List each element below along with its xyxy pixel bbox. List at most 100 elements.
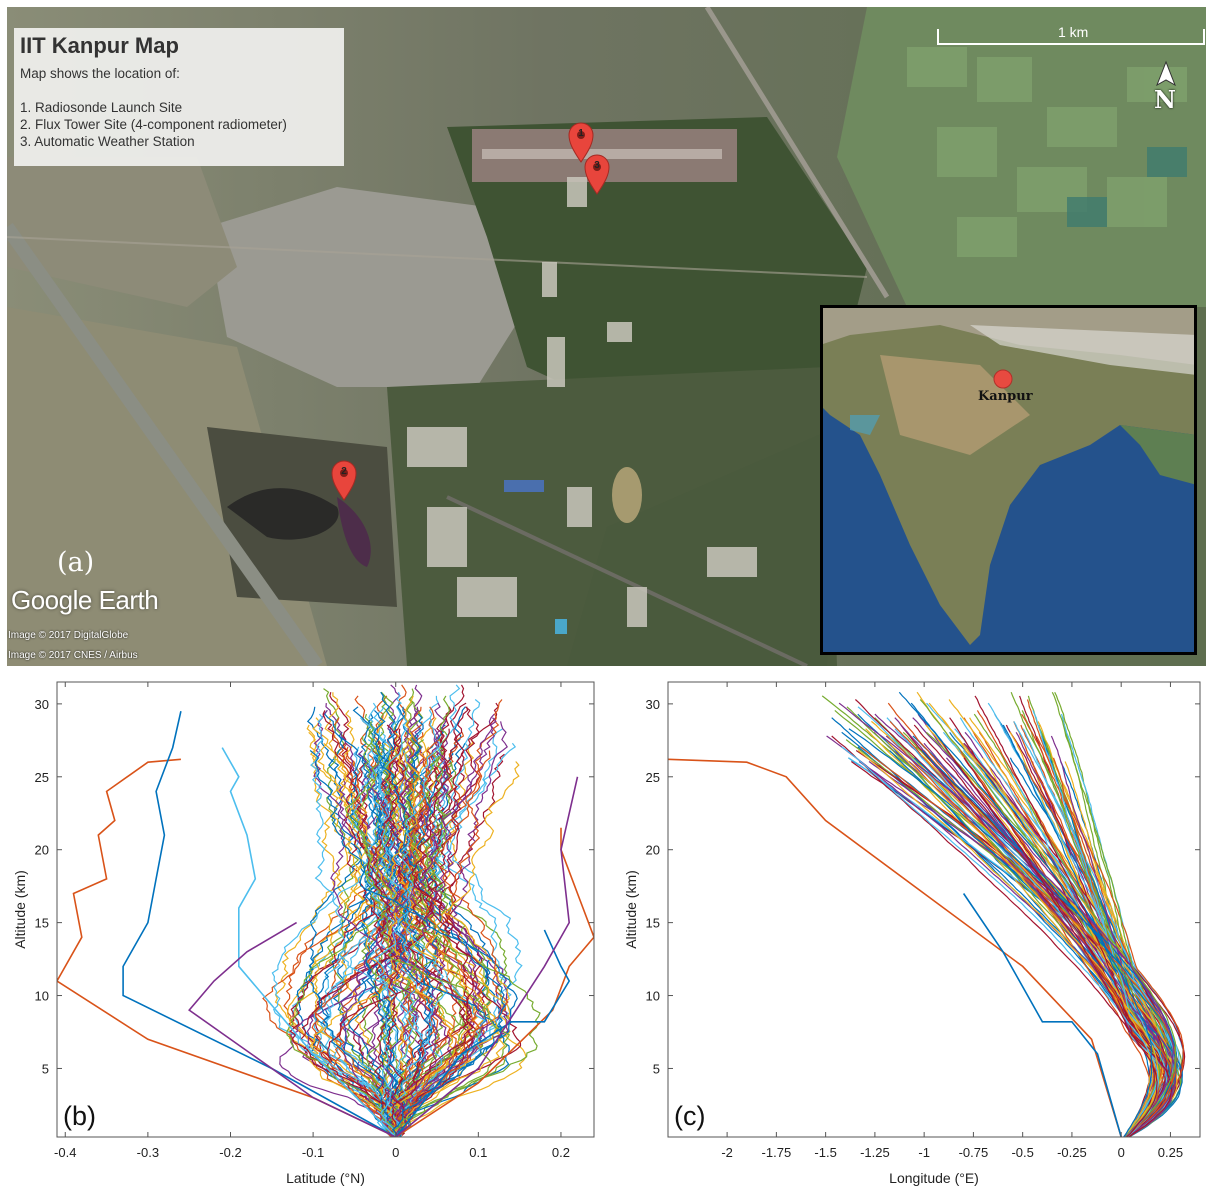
profile-line bbox=[954, 761, 1158, 1137]
y-axis-label: Altitude (km) bbox=[12, 870, 28, 949]
profile-line bbox=[1021, 713, 1185, 1137]
x-tick-label: 0 bbox=[392, 1145, 399, 1160]
profile-line bbox=[122, 711, 397, 1137]
profile-line bbox=[373, 709, 510, 1137]
y-tick-label: 5 bbox=[653, 1061, 660, 1076]
profile-line bbox=[352, 702, 418, 1137]
x-tick-label: 0.25 bbox=[1158, 1145, 1183, 1160]
north-arrow-icon bbox=[1156, 60, 1176, 87]
profile-line bbox=[340, 728, 450, 1137]
profile-line bbox=[668, 758, 1122, 1137]
marker-3-icon bbox=[584, 154, 610, 195]
y-tick-label: 25 bbox=[646, 770, 660, 785]
profile-line bbox=[274, 761, 397, 1137]
profile-line bbox=[878, 764, 1185, 1137]
marker-1-label: 1 bbox=[578, 128, 584, 139]
profile-line bbox=[898, 691, 1153, 1137]
y-tick-label: 15 bbox=[646, 916, 660, 931]
kanpur-marker-icon bbox=[993, 369, 1013, 389]
profile-line bbox=[271, 739, 401, 1137]
profile-line bbox=[885, 739, 1159, 1137]
profile-line bbox=[894, 717, 1173, 1137]
profile-line bbox=[286, 728, 396, 1137]
map-legend-box: IIT Kanpur Map Map shows the location of… bbox=[14, 28, 344, 166]
image-credit-1: Image © 2017 DigitalGlobe bbox=[8, 630, 129, 641]
panel-label: (c) bbox=[674, 1101, 705, 1131]
y-tick-label: 30 bbox=[35, 697, 49, 712]
x-tick-label: 0.1 bbox=[469, 1145, 487, 1160]
profile-line bbox=[959, 717, 1181, 1137]
x-tick-label: -1.75 bbox=[762, 1145, 792, 1160]
x-tick-label: -0.1 bbox=[302, 1145, 324, 1160]
map-subtitle: Map shows the location of: bbox=[20, 66, 180, 81]
y-tick-label: 10 bbox=[646, 989, 660, 1004]
profile-line bbox=[188, 921, 397, 1137]
profile-line bbox=[395, 776, 579, 1137]
x-tick-label: -0.2 bbox=[219, 1145, 241, 1160]
profile-line bbox=[395, 827, 594, 1137]
profile-line bbox=[838, 702, 1174, 1137]
profile-line bbox=[344, 721, 511, 1137]
latitude-chart: -0.4 -0.3 -0.2 -0.1 0 0.1 0.2 5 10 15 20 25 30 Latitu… bbox=[12, 681, 595, 1186]
x-axis-label: Latitude (°N) bbox=[286, 1170, 365, 1186]
y-tick-label: 30 bbox=[646, 697, 660, 712]
profile-line bbox=[831, 735, 1174, 1137]
x-axis-label: Longitude (°E) bbox=[889, 1170, 979, 1186]
x-tick-label: -1.5 bbox=[814, 1145, 836, 1160]
profile-line bbox=[841, 746, 1159, 1137]
profile-line bbox=[323, 710, 518, 1137]
profile-line bbox=[362, 735, 541, 1137]
longitude-chart: -2 -1.75 -1.5 -1.25 -1 -0.75 -0.5 -0.25 0 0.25 5 10… bbox=[623, 681, 1201, 1186]
x-tick-label: 0 bbox=[1118, 1145, 1125, 1160]
plot-frame bbox=[667, 681, 1201, 1138]
map-item-1: 1. Radiosonde Launch Site bbox=[20, 100, 183, 115]
profile-line bbox=[383, 728, 472, 1137]
profile-line bbox=[871, 720, 1173, 1137]
profile-line bbox=[846, 706, 1175, 1137]
google-earth-logo: Google Earth bbox=[11, 585, 159, 615]
profile-line bbox=[987, 702, 1169, 1137]
scale-bar bbox=[937, 29, 1205, 45]
map-title: IIT Kanpur Map bbox=[20, 33, 179, 58]
profile-line bbox=[322, 710, 408, 1137]
profile-line bbox=[262, 732, 424, 1137]
inset-map bbox=[820, 305, 1197, 655]
profile-line bbox=[365, 713, 424, 1137]
y-tick-label: 20 bbox=[646, 843, 660, 858]
x-tick-label: -0.3 bbox=[137, 1145, 159, 1160]
scale-label: 1 km bbox=[1058, 24, 1089, 40]
profile-line bbox=[311, 717, 420, 1137]
profile-line bbox=[309, 750, 506, 1137]
y-tick-label: 5 bbox=[42, 1061, 49, 1076]
plot-frame bbox=[56, 681, 595, 1138]
profile-line bbox=[385, 717, 497, 1137]
profile-line bbox=[395, 929, 571, 1137]
profile-line bbox=[385, 750, 472, 1137]
profile-line bbox=[378, 717, 449, 1137]
profile-line bbox=[391, 728, 504, 1137]
y-tick-label: 10 bbox=[35, 989, 49, 1004]
x-tick-label: -1 bbox=[918, 1145, 930, 1160]
marker-1-icon bbox=[568, 122, 594, 163]
north-label: N bbox=[1154, 85, 1176, 114]
profile-line bbox=[221, 747, 397, 1137]
profile-line bbox=[1051, 691, 1177, 1137]
profile-line bbox=[395, 753, 434, 1137]
panel-label-a: (a) bbox=[57, 547, 95, 578]
profile-line bbox=[898, 746, 1173, 1137]
y-tick-label: 20 bbox=[35, 843, 49, 858]
profile-line bbox=[1002, 724, 1171, 1137]
x-tick-label: 0.2 bbox=[552, 1145, 570, 1160]
profile-line bbox=[286, 746, 436, 1137]
map-panel: IIT Kanpur Map Map shows the location of… bbox=[7, 7, 1206, 666]
x-tick-label: -0.5 bbox=[1011, 1145, 1033, 1160]
y-tick-label: 25 bbox=[35, 770, 49, 785]
profile-line bbox=[1054, 691, 1182, 1137]
profile-line bbox=[387, 695, 456, 1137]
inset-city-label: Kanpur bbox=[978, 389, 1033, 404]
x-tick-label: -0.4 bbox=[54, 1145, 76, 1160]
profile-line bbox=[308, 731, 397, 1137]
profile-line bbox=[962, 893, 1122, 1137]
profile-line bbox=[396, 750, 509, 1137]
profile-line bbox=[312, 717, 511, 1137]
